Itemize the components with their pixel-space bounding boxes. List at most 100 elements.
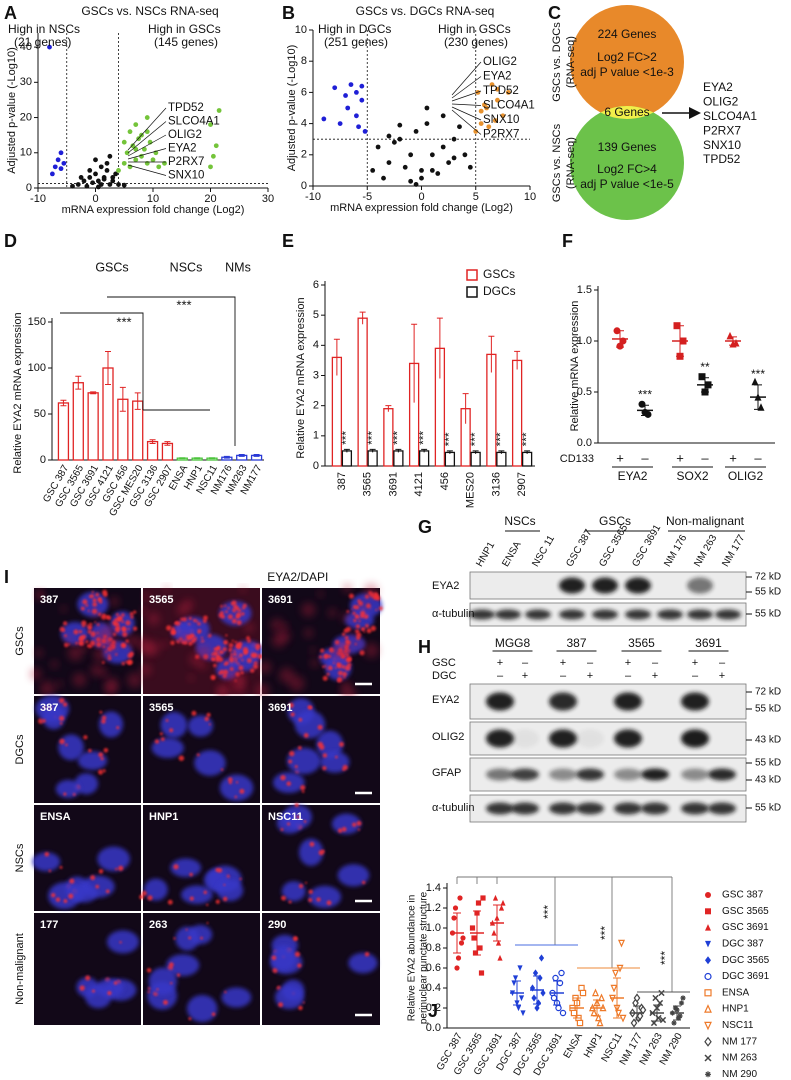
data-point [644, 410, 652, 418]
venn-circle-top [570, 5, 684, 119]
blot-band [625, 609, 651, 620]
eya2-signal [132, 626, 138, 631]
lane-label: NSC 11 [530, 533, 557, 569]
x-tick-label: -10 [305, 191, 321, 203]
blot-band [641, 802, 669, 815]
eya2-signal [239, 653, 243, 658]
y-tick-label: 0 [313, 460, 319, 472]
blot-band [486, 692, 514, 711]
line-label: MGG8 [495, 636, 531, 650]
data-point [156, 164, 162, 170]
eya2-signal [147, 986, 151, 990]
row-label: α-tubulin [432, 802, 474, 814]
eya2-signal [126, 660, 132, 666]
data-point [375, 144, 381, 150]
data-point [512, 975, 519, 982]
gene-label: P2RX7 [703, 123, 741, 137]
y-tick-label: 0.4 [426, 982, 441, 994]
bar [367, 450, 378, 467]
data-point [121, 182, 127, 188]
eya2-signal [257, 653, 263, 660]
eya2-signal [222, 896, 228, 902]
eya2-signal [121, 661, 126, 666]
eya2-signal [83, 735, 88, 740]
x-tick-label: 3565 [362, 472, 374, 496]
bar [444, 451, 456, 467]
eya2-signal [81, 620, 87, 626]
data-point [559, 1009, 567, 1017]
sign-label: – [701, 450, 709, 465]
eya2-haze [278, 629, 291, 642]
eya2-signal [98, 597, 101, 601]
blot-band [469, 609, 495, 620]
gene-label: P2RX7 [483, 129, 519, 141]
eya2-signal [341, 826, 347, 832]
data-point [110, 178, 116, 184]
eya2-signal [63, 642, 69, 648]
error-bar [149, 439, 156, 444]
eya2-signal [63, 899, 68, 904]
data-point [130, 143, 136, 149]
eya2-signal [127, 627, 130, 630]
eya2-signal [325, 654, 328, 658]
eya2-signal [154, 739, 160, 744]
sign-label: + [522, 670, 528, 682]
eya2-haze [39, 680, 56, 697]
nucleus [271, 945, 296, 971]
eya2-signal [225, 610, 228, 614]
y-tick-label: 40 [20, 41, 32, 53]
data-point [475, 900, 482, 906]
data-point [671, 1020, 677, 1026]
eya2-signal [236, 642, 241, 647]
error-bar [223, 455, 230, 459]
y-tick-label: 1.0 [426, 922, 441, 934]
eya2-haze [282, 622, 289, 630]
data-point [90, 180, 96, 186]
eya2-signal [169, 728, 174, 733]
eya2-signal [178, 755, 185, 761]
eya2-signal [189, 896, 194, 901]
blot-band [625, 577, 651, 594]
eya2-signal [195, 620, 199, 623]
data-point [491, 929, 497, 936]
eya2-signal [252, 652, 258, 658]
x-tick-label: -5 [362, 191, 372, 203]
venn-text: Log2 FC>2 [597, 50, 657, 64]
data-point [467, 164, 473, 170]
error-bar [343, 448, 350, 453]
eya2-haze [239, 586, 247, 593]
eya2-signal [241, 612, 245, 616]
y-tick-label: 0 [26, 182, 32, 194]
data-point [343, 93, 348, 98]
gene-label: EYA2 [168, 143, 197, 155]
data-point [413, 129, 419, 134]
eya2-signal [170, 981, 173, 985]
eya2-haze [258, 661, 272, 674]
eya2-haze [189, 653, 202, 666]
eya2-signal [337, 828, 343, 833]
group-label: Non-malignant [666, 514, 745, 528]
eya2-signal [118, 865, 124, 871]
eya2-signal [91, 989, 95, 993]
eya2-signal [357, 599, 361, 603]
eya2-signal [119, 941, 122, 944]
eya2-signal [224, 661, 229, 666]
eya2-haze [104, 676, 120, 692]
data-point [101, 176, 107, 182]
gene-label: EYA2 [483, 71, 512, 83]
y-axis-label: Adjusted p-value (-Log10) [286, 45, 298, 172]
data-point [208, 164, 213, 170]
eya2-signal [116, 726, 120, 730]
eya2-signal [197, 621, 201, 626]
data-point [591, 988, 600, 997]
error-bar [179, 457, 186, 460]
eya2-signal [239, 788, 245, 794]
data-point [495, 939, 502, 946]
condition-label: GSC [432, 657, 456, 669]
eya2-signal [230, 652, 234, 657]
gene-label: SLCO4A1 [483, 100, 535, 112]
eya2-signal [235, 658, 238, 661]
data-point [141, 146, 147, 152]
data-point [492, 118, 498, 123]
significance: ** [700, 360, 710, 374]
